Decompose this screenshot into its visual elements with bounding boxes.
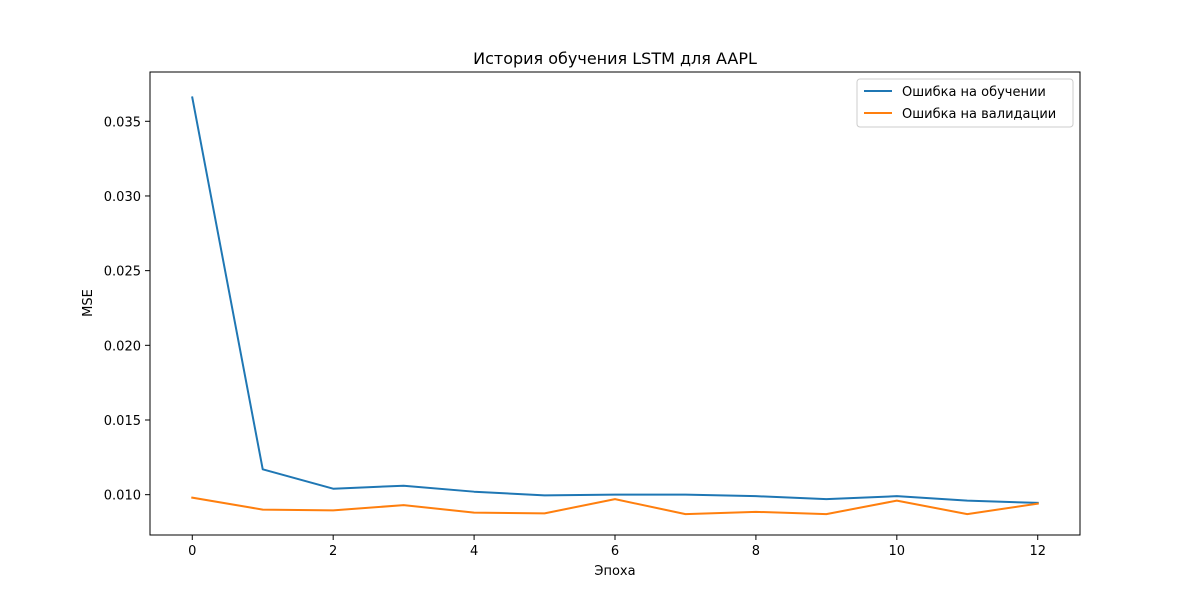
x-tick-label: 8: [752, 544, 760, 559]
plot-frame: [149, 71, 1081, 536]
x-axis-label: Эпоха: [594, 564, 635, 579]
x-tick-label: 0: [188, 544, 196, 559]
x-tick-label: 2: [329, 544, 337, 559]
chart-title: История обучения LSTM для AAPL: [473, 49, 757, 68]
series-line-validation: [191, 496, 1039, 516]
y-tick-label: 0.020: [104, 339, 141, 354]
y-tick-label: 0.035: [104, 115, 141, 130]
x-tick-label: 12: [1029, 544, 1046, 559]
y-tick-label: 0.015: [104, 414, 141, 429]
y-tick-label: 0.030: [104, 190, 141, 205]
series-lines: [191, 96, 1039, 516]
y-axis-label: MSE: [81, 289, 96, 317]
series-line-train: [191, 96, 1039, 504]
x-axis: 0 2 4 6 8 10 12: [188, 535, 1046, 559]
y-tick-label: 0.010: [104, 489, 141, 504]
x-tick-label: 6: [611, 544, 619, 559]
legend-box: [856, 78, 1074, 128]
y-axis: 0.010 0.015 0.020 0.025 0.030 0.035: [104, 115, 150, 504]
x-tick-label: 10: [889, 544, 906, 559]
x-tick-label: 4: [470, 544, 478, 559]
y-tick-label: 0.025: [104, 265, 141, 280]
legend-label-validation: Ошибка на валидации: [902, 107, 1056, 122]
legend-label-train: Ошибка на обучении: [902, 85, 1046, 100]
legend: Ошибка на обучении Ошибка на валидации: [856, 78, 1074, 128]
